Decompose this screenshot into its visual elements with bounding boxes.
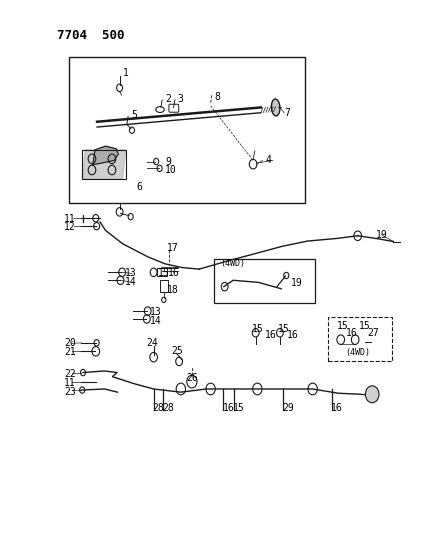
Text: 28: 28	[152, 403, 164, 413]
Text: 16: 16	[168, 269, 180, 278]
Text: 13: 13	[125, 269, 137, 278]
Text: 26: 26	[186, 373, 198, 383]
Text: 16: 16	[346, 328, 357, 338]
Text: 28: 28	[162, 403, 174, 413]
Text: 15: 15	[278, 324, 289, 334]
Text: 1: 1	[122, 68, 128, 78]
Bar	[69, 57, 306, 203]
Text: 14: 14	[150, 316, 162, 326]
Text: 15: 15	[337, 321, 349, 331]
Text: 19: 19	[376, 230, 387, 240]
Text: 7: 7	[284, 108, 290, 118]
Text: (4WD): (4WD)	[220, 260, 245, 268]
Text: 16: 16	[331, 403, 343, 413]
Text: 4: 4	[265, 156, 271, 165]
Text: 16: 16	[223, 403, 234, 413]
Text: 13: 13	[150, 306, 162, 317]
Text: 18: 18	[167, 285, 179, 295]
Text: 6: 6	[137, 182, 143, 192]
Text: 16: 16	[287, 330, 299, 341]
Text: 15: 15	[233, 403, 245, 413]
Text: 15: 15	[252, 324, 264, 334]
Text: 17: 17	[167, 243, 179, 253]
Ellipse shape	[271, 99, 280, 116]
Text: 24: 24	[146, 338, 158, 349]
Text: (4WD): (4WD)	[345, 348, 370, 357]
Text: 5: 5	[131, 110, 137, 120]
Text: 21: 21	[64, 348, 76, 358]
Text: 19: 19	[291, 278, 302, 288]
Text: 9: 9	[165, 157, 171, 167]
Text: 2: 2	[165, 94, 171, 104]
Text: 11: 11	[64, 214, 76, 224]
Bar	[160, 280, 168, 292]
Text: 7704  500: 7704 500	[56, 29, 124, 42]
Text: 15: 15	[359, 321, 370, 331]
Text: 14: 14	[125, 277, 137, 287]
Text: 8: 8	[214, 92, 220, 102]
Polygon shape	[82, 150, 125, 179]
Text: 27: 27	[367, 328, 379, 338]
Text: 16: 16	[265, 330, 277, 341]
Text: 10: 10	[165, 165, 177, 175]
Circle shape	[366, 386, 379, 403]
Text: 25: 25	[172, 346, 183, 357]
Bar	[328, 317, 392, 361]
Bar	[82, 150, 125, 179]
Bar	[214, 259, 315, 303]
Text: 20: 20	[64, 338, 76, 349]
Bar	[157, 268, 167, 276]
Text: 22: 22	[64, 369, 76, 379]
Text: 12: 12	[64, 222, 76, 232]
Text: 3: 3	[178, 94, 184, 104]
Text: 29: 29	[282, 403, 294, 413]
Text: 23: 23	[64, 386, 76, 397]
Polygon shape	[93, 146, 118, 165]
Text: 11: 11	[64, 378, 76, 388]
Text: 15: 15	[158, 269, 169, 278]
